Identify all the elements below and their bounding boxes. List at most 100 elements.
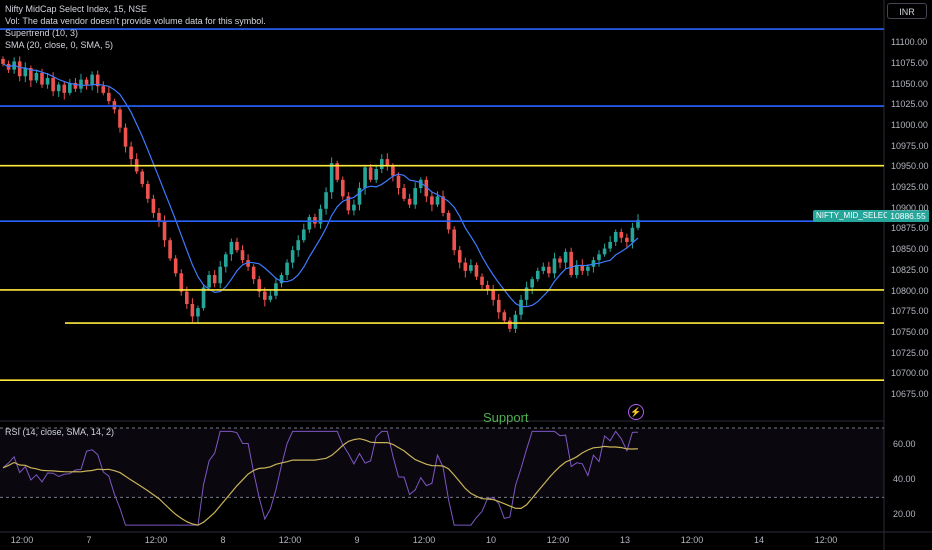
price-tick-label: 10750.00	[891, 326, 929, 337]
candle	[502, 312, 507, 321]
candle	[173, 258, 178, 274]
candle	[630, 227, 635, 242]
candle	[146, 183, 150, 199]
candle	[123, 127, 128, 147]
time-tick-label: 8	[220, 535, 226, 545]
time-tick-label: 10	[485, 535, 496, 545]
rsi-band	[0, 427, 884, 498]
candle	[29, 68, 33, 81]
rsi-tick-label: 40.00	[893, 473, 916, 484]
candle	[62, 84, 67, 93]
candle	[151, 198, 156, 213]
price-tick-label: 11050.00	[891, 78, 928, 89]
candle	[535, 270, 540, 280]
time-tick-label: 12:00	[680, 535, 704, 545]
candle	[257, 279, 262, 292]
price-tick-label: 10950.00	[891, 161, 929, 172]
candle	[474, 265, 479, 277]
candle	[574, 265, 579, 276]
candle	[547, 266, 551, 274]
candle	[329, 163, 334, 193]
candle	[313, 217, 317, 224]
candle	[524, 287, 529, 300]
candle	[430, 196, 434, 205]
candle	[452, 229, 456, 251]
price-tick-label: 10725.00	[891, 347, 929, 358]
currency-button[interactable]: INR	[887, 3, 927, 19]
chart-title: Nifty MidCap Select Index, 15, NSE	[5, 4, 148, 14]
candle	[463, 262, 468, 271]
time-tick-label: 12:00	[546, 535, 570, 545]
price-tick-label: 10800.00	[891, 285, 929, 296]
time-tick-label: 12:00	[412, 535, 436, 545]
candle	[229, 241, 234, 255]
rsi-line	[2, 430, 639, 526]
rsi-tick-label: 60.00	[893, 439, 916, 450]
candle	[374, 169, 379, 180]
price-tick-label: 11025.00	[891, 99, 928, 110]
candle	[625, 237, 629, 242]
supertrend-legend[interactable]: Supertrend (10, 3)	[5, 28, 79, 38]
candle	[157, 212, 161, 222]
candle	[84, 79, 89, 85]
candle	[396, 175, 401, 189]
price-tick-label: 10675.00	[891, 389, 929, 400]
rsi-legend[interactable]: RSI (14, close, SMA, 14, 2)	[5, 427, 115, 437]
price-tick-label: 10775.00	[891, 306, 929, 317]
candle	[112, 101, 117, 110]
lightning-icon[interactable]: ⚡	[628, 404, 644, 420]
candle	[262, 291, 267, 300]
candle	[513, 314, 518, 329]
candle	[552, 258, 557, 274]
candle	[496, 299, 501, 313]
price-tick-label: 10850.00	[891, 244, 929, 255]
price-tick-label: 10825.00	[891, 264, 929, 275]
candle	[118, 109, 122, 128]
candle	[56, 84, 61, 92]
candle	[558, 258, 562, 263]
candle	[285, 262, 289, 276]
candle	[385, 159, 390, 166]
sma-legend[interactable]: SMA (20, close, 0, SMA, 5)	[5, 40, 114, 50]
candle	[296, 240, 301, 251]
candle	[597, 254, 601, 261]
candle	[613, 231, 618, 242]
candle	[79, 79, 83, 89]
current-price-label: 10886.55	[887, 210, 929, 222]
candle	[435, 196, 440, 205]
candle	[290, 250, 295, 263]
time-tick-label: 12:00	[10, 535, 34, 545]
candle	[23, 68, 28, 77]
candle	[586, 266, 590, 271]
candle	[307, 217, 312, 230]
candle	[51, 77, 55, 92]
candle	[379, 159, 384, 170]
candle	[40, 72, 44, 85]
candle	[240, 250, 245, 261]
candle	[485, 284, 490, 290]
price-tick-label: 11100.00	[891, 37, 928, 48]
candle	[619, 231, 624, 238]
candle	[391, 165, 395, 176]
candle	[608, 241, 612, 249]
candle	[34, 72, 39, 81]
candle	[190, 303, 195, 317]
candle	[519, 299, 523, 315]
time-tick-label: 12:00	[144, 535, 168, 545]
candle	[335, 163, 340, 180]
candle	[457, 250, 462, 263]
candle	[402, 188, 406, 199]
time-tick-label: 14	[753, 535, 764, 545]
candle	[424, 179, 429, 197]
candle	[196, 308, 200, 317]
candle	[68, 82, 72, 93]
price-tick-label: 10900.00	[891, 202, 929, 213]
candle	[508, 320, 512, 329]
candle	[246, 260, 250, 267]
candle	[140, 171, 145, 184]
candle	[602, 248, 607, 255]
candle	[541, 266, 546, 271]
rsi-tick-label: 20.00	[893, 508, 916, 519]
